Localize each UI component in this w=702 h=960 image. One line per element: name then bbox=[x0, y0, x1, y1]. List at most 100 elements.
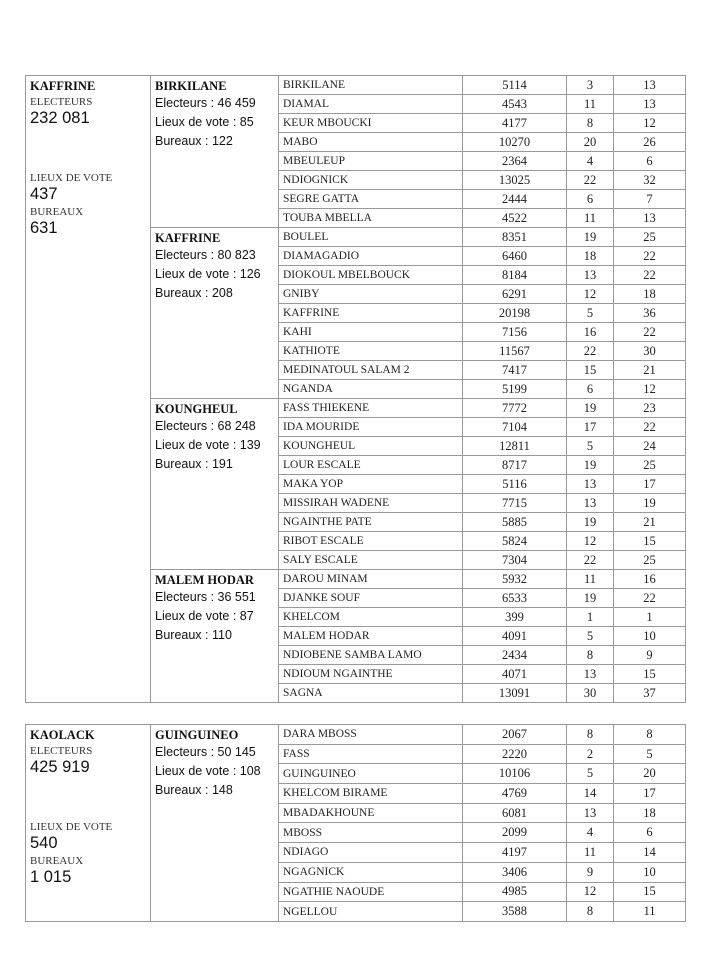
commune-lieux: 14 bbox=[566, 783, 614, 804]
commune-bureaux: 37 bbox=[613, 683, 686, 703]
commune-lieux: 13 bbox=[566, 265, 614, 285]
departement-lieux: Lieux de vote : 108 bbox=[155, 764, 261, 778]
commune-name: FASS THIEKENE bbox=[278, 398, 463, 418]
commune-bureaux: 18 bbox=[613, 284, 686, 304]
commune-name: SALY ESCALE bbox=[278, 550, 463, 570]
lieux-total: 437 bbox=[30, 185, 58, 203]
commune-lieux: 11 bbox=[566, 842, 614, 863]
commune-bureaux: 17 bbox=[613, 474, 686, 494]
table-row: NDIOBENE SAMBA LAMO 2434 8 9 bbox=[26, 645, 686, 665]
commune-name: NDIOGNICK bbox=[278, 170, 463, 190]
departement-name: BIRKILANE bbox=[155, 79, 227, 93]
commune-electeurs: 4985 bbox=[462, 881, 567, 903]
commune-lieux: 9 bbox=[566, 861, 614, 883]
commune-lieux: 16 bbox=[566, 322, 614, 342]
commune-electeurs: 7156 bbox=[462, 322, 567, 342]
commune-lieux: 1 bbox=[566, 607, 614, 627]
commune-name: KAFFRINE bbox=[278, 303, 463, 323]
commune-name: DARA MBOSS bbox=[278, 724, 463, 745]
departement-bureaux: Bureaux : 208 bbox=[155, 286, 233, 300]
commune-bureaux: 22 bbox=[613, 265, 686, 285]
commune-name: KATHIOTE bbox=[278, 341, 463, 361]
table-row: SALY ESCALE 7304 22 25 bbox=[26, 550, 686, 570]
commune-name: SEGRE GATTA bbox=[278, 189, 463, 209]
departement-bureaux: Bureaux : 110 bbox=[155, 628, 232, 642]
region-table-kaolack: KAOLACK ELECTEURS 425 919 LIEUX DE VOTE 540 B… bbox=[25, 724, 686, 922]
commune-name: DIOKOUL MBELBOUCK bbox=[278, 265, 463, 285]
table-row: DIAMAL 4543 11 13 bbox=[26, 94, 686, 114]
electeurs-total: 232 081 bbox=[30, 109, 90, 127]
commune-electeurs: 4197 bbox=[462, 842, 567, 863]
table-row: KOUNGHEUL 12811 5 24 bbox=[26, 436, 686, 456]
commune-electeurs: 7772 bbox=[462, 398, 567, 418]
commune-bureaux: 15 bbox=[613, 664, 686, 684]
commune-name: NGAGNICK bbox=[278, 861, 463, 883]
departement-cell: MALEM HODAR Electeurs : 36 551 Lieux de vo… bbox=[150, 569, 279, 703]
commune-bureaux: 20 bbox=[613, 763, 686, 785]
commune-name: KEUR MBOUCKI bbox=[278, 113, 463, 133]
commune-bureaux: 9 bbox=[613, 645, 686, 665]
departement-bureaux: Bureaux : 122 bbox=[155, 134, 233, 148]
departement-name: MALEM HODAR bbox=[155, 573, 254, 587]
departement-lieux: Lieux de vote : 87 bbox=[155, 609, 254, 623]
commune-lieux: 8 bbox=[566, 724, 614, 745]
commune-electeurs: 10106 bbox=[462, 763, 567, 785]
commune-electeurs: 7104 bbox=[462, 417, 567, 437]
commune-bureaux: 26 bbox=[613, 132, 686, 152]
commune-electeurs: 20198 bbox=[462, 303, 567, 323]
departement-lieux: Lieux de vote : 85 bbox=[155, 115, 254, 129]
commune-bureaux: 13 bbox=[613, 75, 686, 95]
table-row: KAFFRINE Electeurs : 80 823 Lieux de vote … bbox=[26, 227, 686, 399]
commune-name: MABO bbox=[278, 132, 463, 152]
commune-bureaux: 1 bbox=[613, 607, 686, 627]
commune-bureaux: 12 bbox=[613, 113, 686, 133]
commune-bureaux: 18 bbox=[613, 802, 686, 824]
commune-name: MEDINATOUL SALAM 2 bbox=[278, 360, 463, 380]
commune-name: DIAMAGADIO bbox=[278, 246, 463, 266]
commune-electeurs: 399 bbox=[462, 607, 567, 627]
commune-electeurs: 8717 bbox=[462, 455, 567, 475]
region-cell: KAOLACK ELECTEURS 425 919 LIEUX DE VOTE 540 B… bbox=[25, 724, 151, 922]
commune-name: KOUNGHEUL bbox=[278, 436, 463, 456]
commune-electeurs: 12811 bbox=[462, 436, 567, 456]
departement-electeurs: Electeurs : 80 823 bbox=[155, 248, 256, 262]
commune-lieux: 13 bbox=[566, 474, 614, 494]
region-name: KAFFRINE bbox=[30, 79, 96, 93]
commune-name: TOUBA MBELLA bbox=[278, 208, 463, 228]
commune-bureaux: 12 bbox=[613, 379, 686, 399]
departement-cell: KAFFRINE Electeurs : 80 823 Lieux de vote … bbox=[150, 227, 279, 399]
commune-electeurs: 3588 bbox=[462, 901, 567, 922]
commune-bureaux: 17 bbox=[613, 783, 686, 804]
commune-lieux: 13 bbox=[566, 493, 614, 513]
bureaux-total: 631 bbox=[30, 219, 58, 237]
commune-lieux: 17 bbox=[566, 417, 614, 437]
bureaux-total: 1 015 bbox=[30, 868, 72, 886]
commune-electeurs: 6291 bbox=[462, 284, 567, 304]
departement-electeurs: Electeurs : 46 459 bbox=[155, 96, 256, 110]
commune-electeurs: 6460 bbox=[462, 246, 567, 266]
commune-lieux: 2 bbox=[566, 743, 614, 765]
commune-electeurs: 5116 bbox=[462, 474, 567, 494]
region-table-kaffrine: KAFFRINE ELECTEURS 232 081 LIEUX DE VOTE 437… bbox=[25, 75, 686, 703]
commune-name: LOUR ESCALE bbox=[278, 455, 463, 475]
commune-lieux: 6 bbox=[566, 379, 614, 399]
commune-name: GNIBY bbox=[278, 284, 463, 304]
commune-electeurs: 11567 bbox=[462, 341, 567, 361]
commune-electeurs: 2364 bbox=[462, 151, 567, 171]
commune-lieux: 3 bbox=[566, 75, 614, 95]
table-row: MBADAKHOUNE 6081 13 18 bbox=[26, 802, 686, 824]
commune-name: DAROU MINAM bbox=[278, 569, 463, 589]
commune-electeurs: 2220 bbox=[462, 743, 567, 765]
commune-name: GUINGUINEO bbox=[278, 763, 463, 785]
commune-electeurs: 7417 bbox=[462, 360, 567, 380]
commune-name: KHELCOM bbox=[278, 607, 463, 627]
departement-electeurs: Electeurs : 36 551 bbox=[155, 590, 256, 604]
table-row: SAGNA 13091 30 37 bbox=[26, 683, 686, 703]
commune-electeurs: 4543 bbox=[462, 94, 567, 114]
commune-electeurs: 5932 bbox=[462, 569, 567, 589]
commune-lieux: 12 bbox=[566, 531, 614, 551]
commune-name: DJANKE SOUF bbox=[278, 588, 463, 608]
commune-name: SAGNA bbox=[278, 683, 463, 703]
commune-electeurs: 6081 bbox=[462, 802, 567, 824]
commune-lieux: 8 bbox=[566, 113, 614, 133]
